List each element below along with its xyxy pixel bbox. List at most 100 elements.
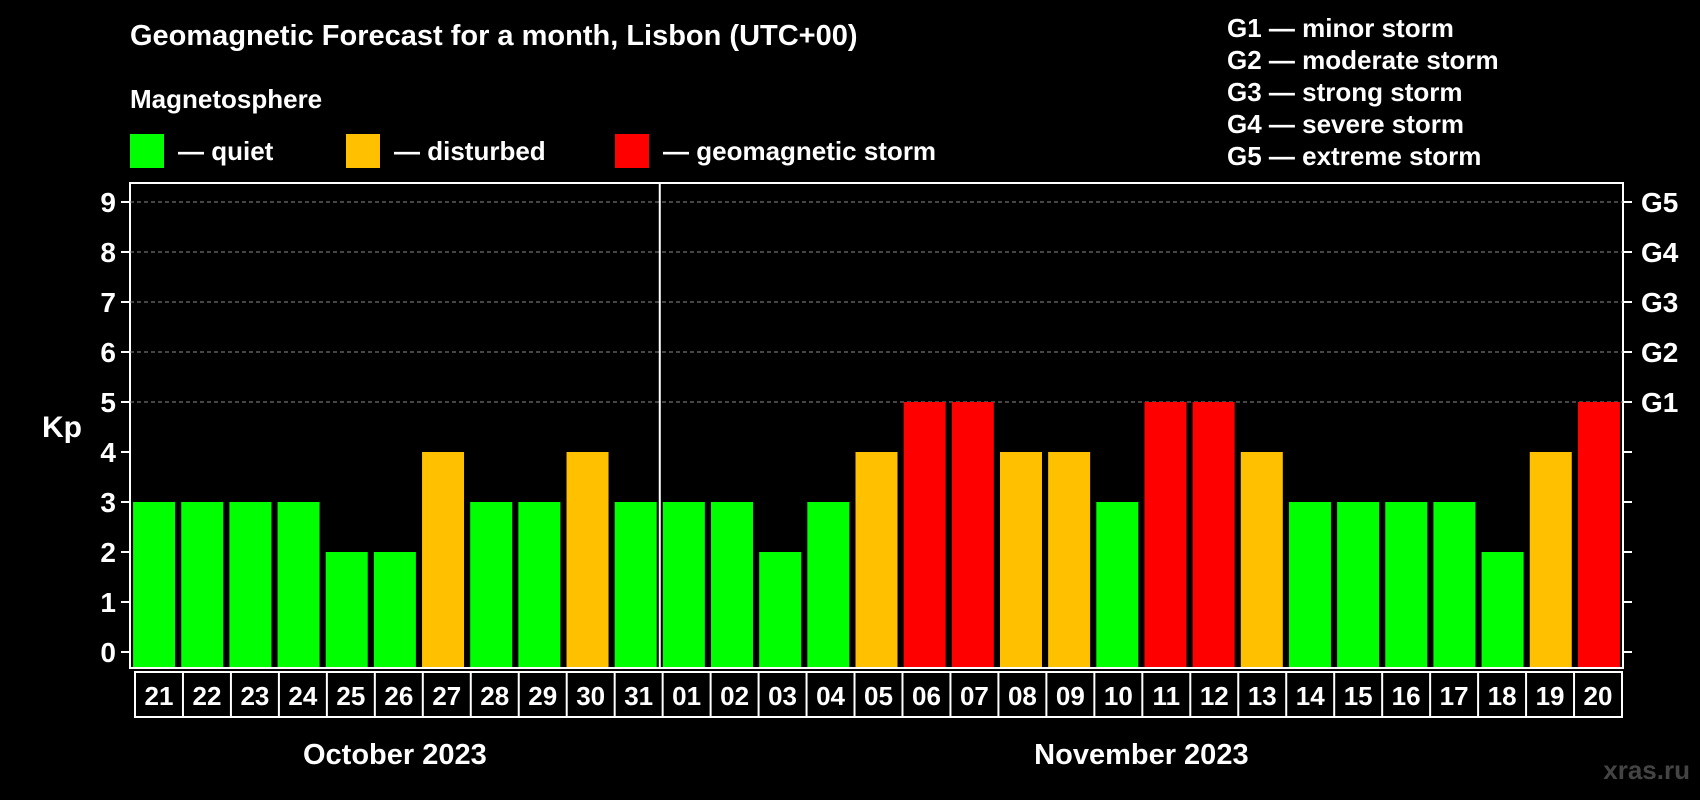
legend-swatch-storm — [615, 134, 649, 168]
bar-2 — [229, 502, 272, 667]
x-tick-label-14: 14 — [1296, 681, 1325, 711]
y-tick-label-9: 9 — [100, 187, 116, 218]
x-tick-label-20: 20 — [1584, 681, 1613, 711]
bar-13 — [759, 552, 802, 667]
section-label: Magnetosphere — [130, 84, 323, 114]
y-tick-label-0: 0 — [100, 637, 116, 668]
x-tick-label-02: 02 — [720, 681, 749, 711]
bar-25 — [1337, 502, 1380, 667]
x-tick-label-17: 17 — [1440, 681, 1469, 711]
bar-17 — [951, 402, 994, 667]
storm-scale-legend: G1 — minor storm G2 — moderate storm G3 … — [1227, 12, 1499, 172]
x-tick-label-04: 04 — [816, 681, 845, 711]
bar-30 — [1577, 402, 1620, 667]
storm-scale-g1: G1 — minor storm — [1227, 13, 1454, 43]
bar-1 — [181, 502, 224, 667]
y-tick-label-5: 5 — [100, 387, 116, 418]
legend-item-storm: — geomagnetic storm — [615, 134, 936, 168]
storm-scale-g5: G5 — extreme storm — [1227, 141, 1482, 171]
bar-28 — [1481, 552, 1524, 667]
month-label-0: October 2023 — [303, 739, 487, 771]
bar-19 — [1048, 452, 1091, 667]
y-axis-label: Kp — [42, 411, 82, 444]
x-tick-label-30: 30 — [576, 681, 605, 711]
x-tick-label-08: 08 — [1008, 681, 1037, 711]
x-tick-label-18: 18 — [1488, 681, 1517, 711]
y-tick-label-8: 8 — [100, 237, 116, 268]
x-tick-label-03: 03 — [768, 681, 797, 711]
x-tick-label-24: 24 — [288, 681, 317, 711]
bar-15 — [855, 452, 898, 667]
x-tick-label-10: 10 — [1104, 681, 1133, 711]
y-tick-label-2: 2 — [100, 537, 116, 568]
chart-title: Geomagnetic Forecast for a month, Lisbon… — [130, 20, 858, 52]
right-label-g5: G5 — [1641, 187, 1678, 218]
y-tick-label-6: 6 — [100, 337, 116, 368]
watermark: xras.ru — [1603, 755, 1690, 785]
bar-20 — [1096, 502, 1139, 667]
bar-24 — [1288, 502, 1331, 667]
legend-label-disturbed: — disturbed — [394, 135, 546, 166]
bar-4 — [325, 552, 368, 667]
storm-scale-g2: G2 — moderate storm — [1227, 45, 1499, 75]
bar-12 — [711, 502, 754, 667]
legend-item-quiet: — quiet — [130, 134, 273, 168]
bar-22 — [1192, 402, 1235, 667]
y-tick-label-3: 3 — [100, 487, 116, 518]
right-label-g4: G4 — [1641, 237, 1679, 268]
legend-swatch-disturbed — [346, 134, 380, 168]
bar-5 — [373, 552, 416, 667]
x-tick-label-15: 15 — [1344, 681, 1373, 711]
right-label-g1: G1 — [1641, 387, 1678, 418]
legend-label-quiet: — quiet — [178, 135, 274, 166]
legend-item-disturbed: — disturbed — [346, 134, 546, 168]
storm-scale-g4: G4 — severe storm — [1227, 109, 1465, 139]
right-label-g2: G2 — [1641, 337, 1678, 368]
bar-7 — [470, 502, 513, 667]
bar-16 — [903, 402, 946, 667]
bar-26 — [1385, 502, 1428, 667]
x-tick-label-05: 05 — [864, 681, 893, 711]
x-tick-label-11: 11 — [1153, 681, 1181, 711]
x-tick-label-25: 25 — [336, 681, 365, 711]
x-tick-label-23: 23 — [240, 681, 269, 711]
x-tick-label-21: 21 — [145, 681, 174, 711]
bar-21 — [1144, 402, 1187, 667]
bar-27 — [1433, 502, 1476, 667]
x-tick-label-27: 27 — [432, 681, 461, 711]
month-label-1: November 2023 — [1034, 739, 1248, 771]
x-tick-label-01: 01 — [672, 681, 701, 711]
bar-18 — [999, 452, 1042, 667]
x-tick-label-09: 09 — [1056, 681, 1085, 711]
x-tick-label-31: 31 — [624, 681, 653, 711]
x-tick-label-16: 16 — [1392, 681, 1421, 711]
right-label-g3: G3 — [1641, 287, 1678, 318]
storm-scale-g3: G3 — strong storm — [1227, 77, 1463, 107]
x-tick-label-07: 07 — [960, 681, 989, 711]
y-tick-label-1: 1 — [100, 587, 116, 618]
bar-6 — [422, 452, 465, 667]
x-tick-label-29: 29 — [528, 681, 557, 711]
bar-3 — [277, 502, 320, 667]
y-tick-label-4: 4 — [100, 437, 116, 468]
bar-10 — [614, 502, 657, 667]
date-row-frame — [134, 671, 1623, 718]
bar-9 — [566, 452, 609, 667]
bar-0 — [133, 502, 176, 667]
x-tick-label-28: 28 — [480, 681, 509, 711]
x-tick-label-22: 22 — [192, 681, 221, 711]
bar-11 — [662, 502, 705, 667]
bar-8 — [518, 502, 561, 667]
bar-23 — [1240, 452, 1283, 667]
x-tick-label-06: 06 — [912, 681, 941, 711]
x-tick-label-13: 13 — [1248, 681, 1277, 711]
legend-swatch-quiet — [130, 134, 164, 168]
y-tick-label-7: 7 — [100, 287, 116, 318]
x-tick-label-19: 19 — [1536, 681, 1565, 711]
x-tick-label-12: 12 — [1200, 681, 1229, 711]
plot-frame — [129, 182, 1624, 669]
bar-14 — [807, 502, 850, 667]
x-tick-label-26: 26 — [384, 681, 413, 711]
legend-label-storm: — geomagnetic storm — [663, 135, 937, 166]
